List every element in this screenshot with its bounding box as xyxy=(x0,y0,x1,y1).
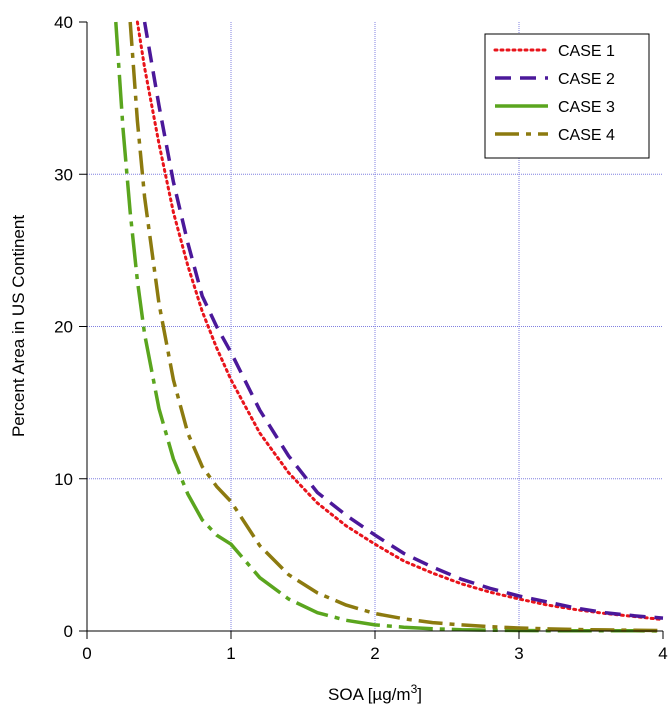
legend-label-3: CASE 3 xyxy=(558,99,615,116)
y-axis-title: Percent Area in US Continent xyxy=(9,215,28,437)
series-layer xyxy=(114,20,665,633)
x-tick-label: 1 xyxy=(226,644,235,663)
y-tick-label: 30 xyxy=(54,165,73,184)
y-tick-label: 0 xyxy=(64,622,73,641)
y-tick-label: 40 xyxy=(54,13,73,32)
x-tick-label: 0 xyxy=(82,644,91,663)
grid xyxy=(87,22,663,631)
series-line-3 xyxy=(114,21,664,633)
x-tick-label: 4 xyxy=(658,644,667,663)
y-tick-label: 20 xyxy=(54,318,73,337)
legend-label-2: CASE 2 xyxy=(558,71,615,88)
x-tick-label: 3 xyxy=(514,644,523,663)
series-line-4 xyxy=(128,21,664,633)
legend: CASE 1 CASE 2 CASE 3 CASE 4 xyxy=(484,33,650,159)
series-line-1 xyxy=(135,20,665,622)
x-tick-label: 2 xyxy=(370,644,379,663)
series-line-2 xyxy=(142,21,664,620)
x-axis-title: SOA [µg/m3] xyxy=(328,682,422,704)
legend-label-1: CASE 1 xyxy=(558,43,615,60)
y-tick-label: 10 xyxy=(54,470,73,489)
legend-label-4: CASE 4 xyxy=(558,127,615,144)
legend-box xyxy=(484,33,650,159)
